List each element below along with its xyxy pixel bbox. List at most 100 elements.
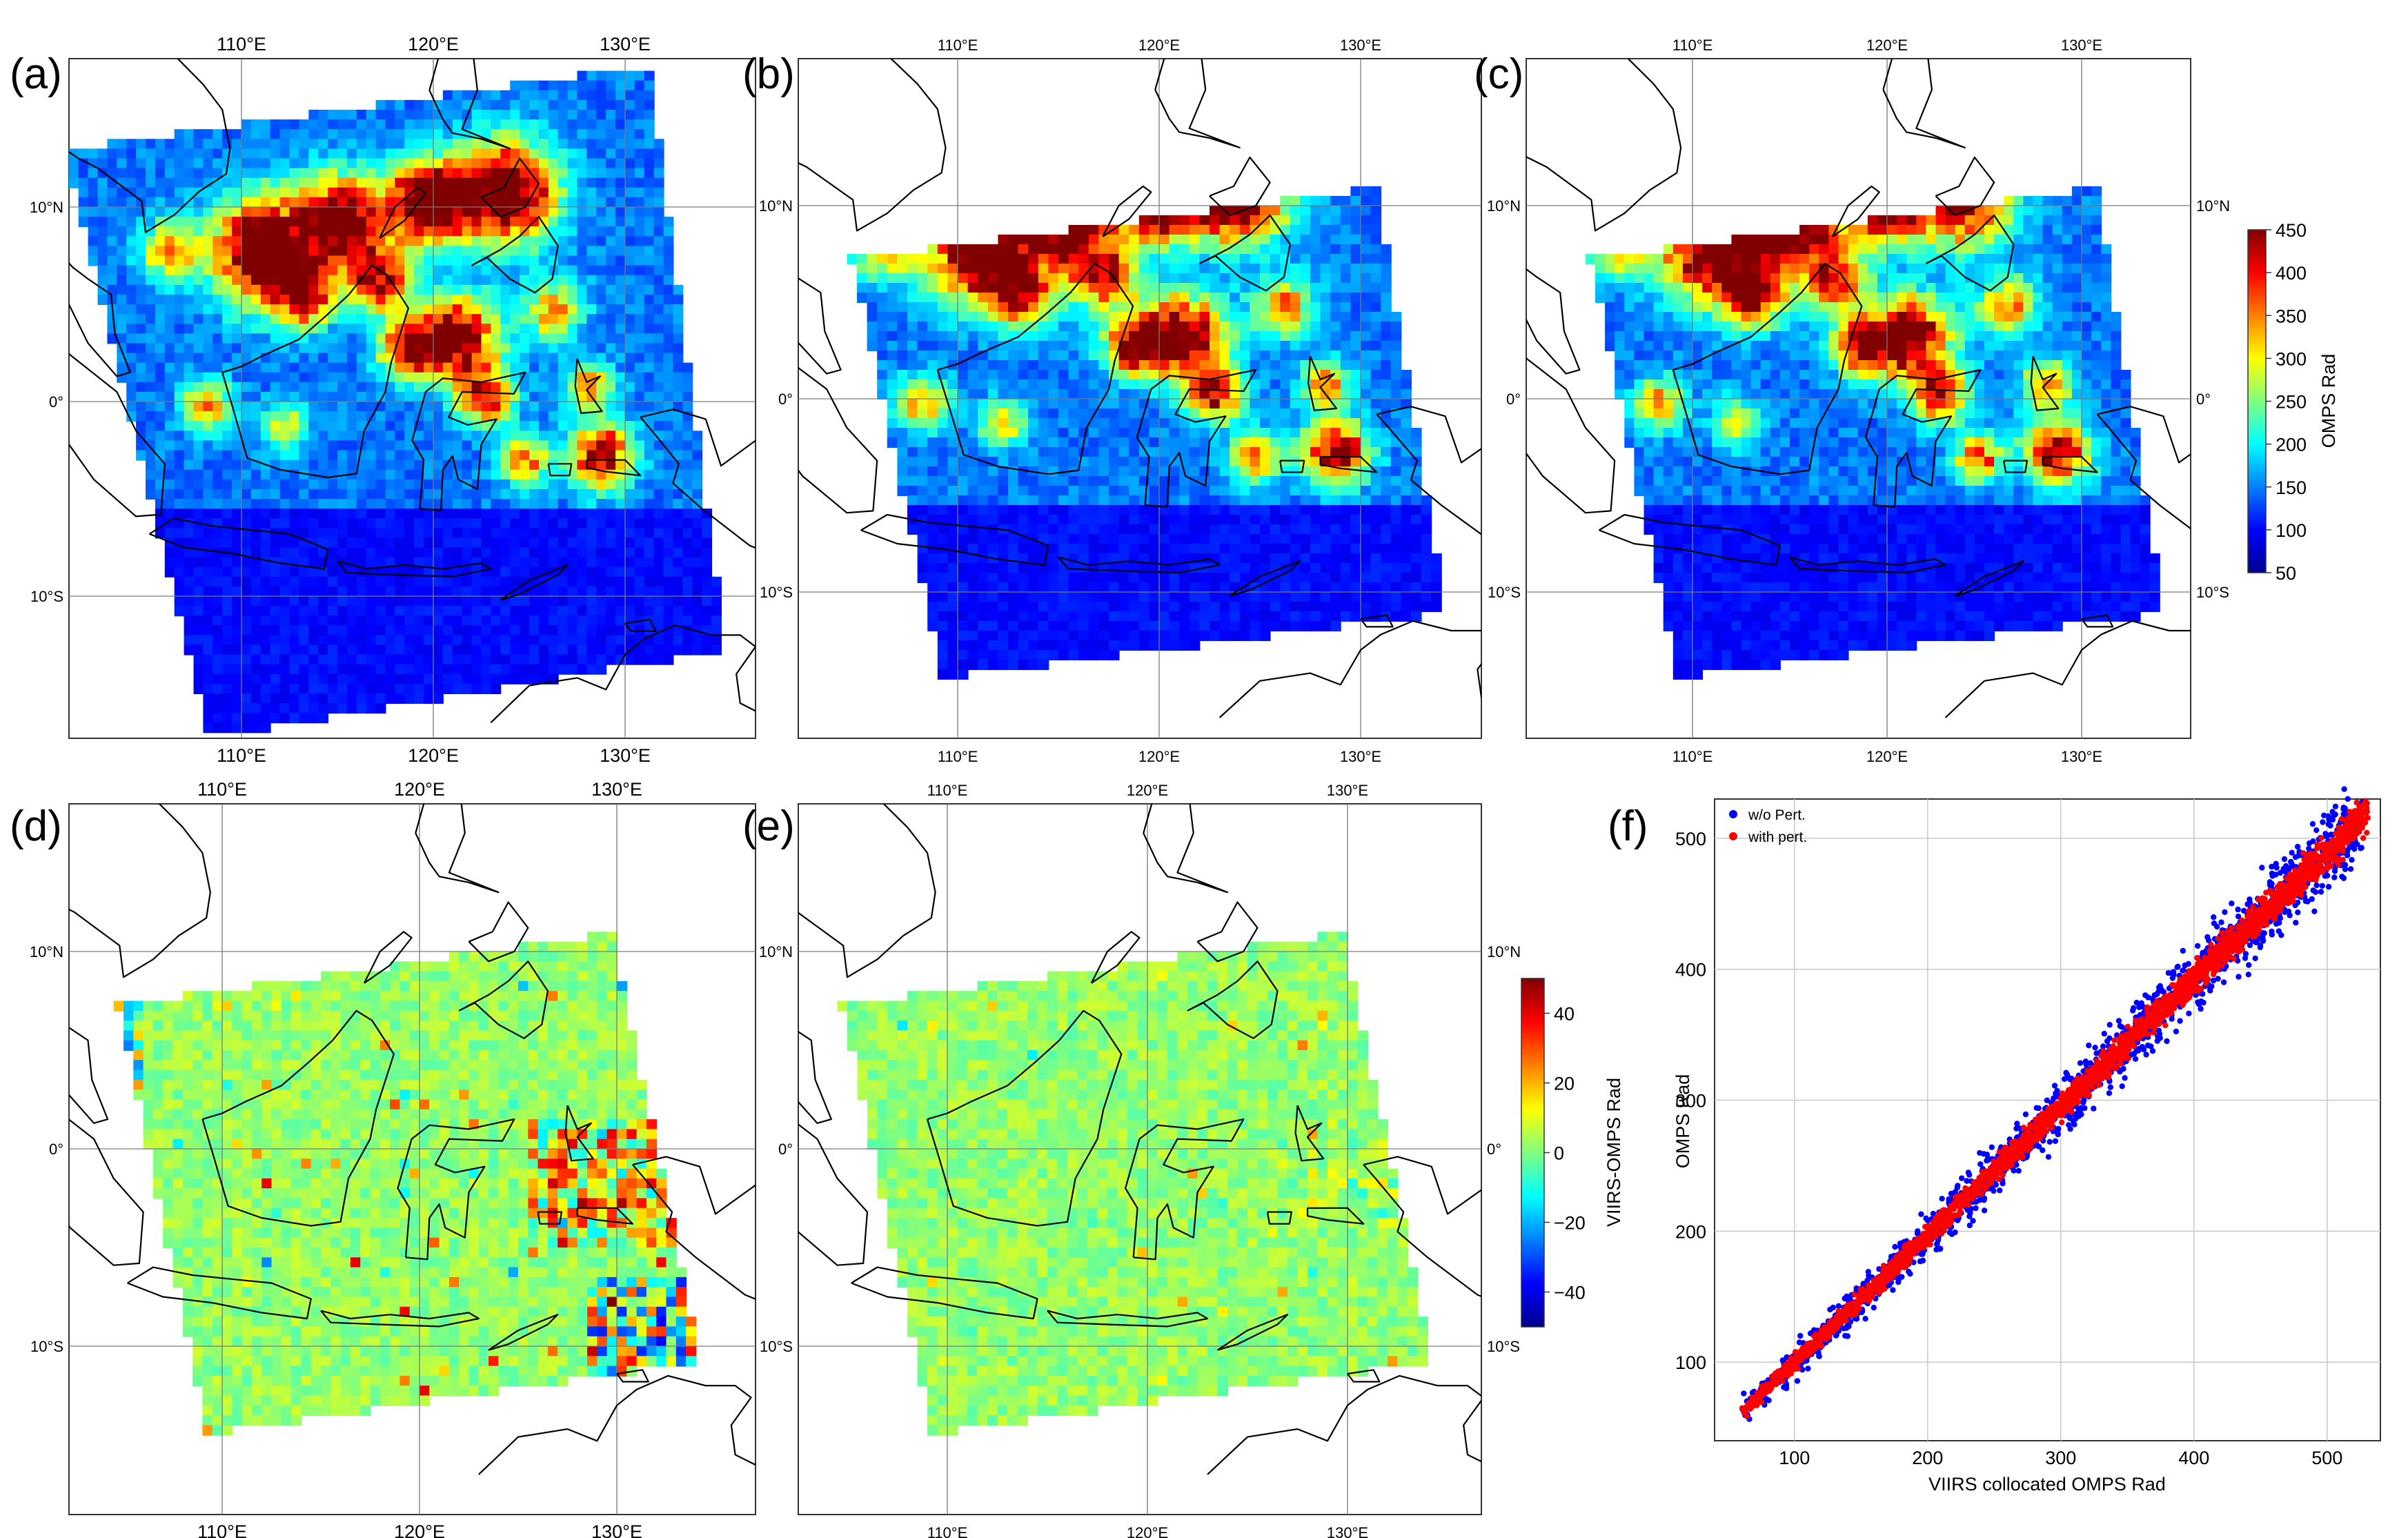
- field-cell: [299, 693, 310, 704]
- field-cell: [1078, 322, 1089, 332]
- field-cell: [1098, 322, 1109, 332]
- field-cell: [1219, 399, 1231, 409]
- field-cell: [337, 119, 348, 130]
- field-cell: [471, 576, 482, 587]
- field-cell: [529, 654, 540, 665]
- field-cell: [653, 499, 664, 510]
- field-cell: [203, 673, 214, 684]
- field-cell: [1361, 389, 1372, 400]
- field-cell: [1210, 466, 1221, 477]
- field-cell: [193, 440, 204, 451]
- field-cell: [1008, 476, 1019, 486]
- field-cell: [644, 557, 655, 568]
- field-cell: [529, 372, 540, 383]
- field-cell: [644, 197, 655, 208]
- field-cell: [328, 362, 338, 373]
- field-cell: [337, 362, 348, 373]
- field-cell: [596, 197, 607, 208]
- field-cell: [328, 255, 338, 266]
- field-cell: [289, 294, 300, 305]
- field-cell: [1260, 293, 1271, 303]
- field-cell: [653, 450, 664, 461]
- field-cell: [596, 557, 607, 568]
- field-cell: [117, 275, 128, 286]
- field-cell: [289, 528, 300, 539]
- field-cell: [164, 284, 175, 295]
- field-cell: [97, 265, 108, 276]
- field-cell: [1310, 254, 1321, 264]
- field-cell: [907, 341, 918, 351]
- field-cell: [337, 129, 348, 140]
- field-cell: [500, 148, 511, 159]
- field-cell: [356, 411, 367, 422]
- field-cell: [1219, 264, 1231, 274]
- field-cell: [557, 382, 569, 393]
- field-cell: [500, 547, 511, 558]
- field-cell: [673, 372, 684, 383]
- field-cell: [203, 421, 214, 432]
- field-cell: [1290, 196, 1301, 206]
- field-cell: [184, 197, 195, 208]
- field-cell: [1210, 302, 1221, 313]
- field-cell: [673, 538, 684, 549]
- field-cell: [634, 479, 645, 490]
- field-cell: [279, 139, 290, 150]
- field-cell: [1230, 312, 1241, 322]
- field-cell: [1320, 235, 1332, 245]
- field-cell: [289, 265, 300, 276]
- field-cell: [947, 447, 958, 457]
- field-cell: [241, 314, 252, 325]
- field-cell: [1401, 428, 1412, 438]
- field-cell: [279, 411, 290, 422]
- field-cell: [184, 644, 195, 655]
- field-cell: [1350, 254, 1361, 264]
- field-cell: [356, 353, 367, 364]
- field-cell: [289, 625, 300, 636]
- field-cell: [433, 557, 444, 568]
- field-cell: [184, 469, 195, 480]
- field-cell: [491, 402, 502, 413]
- field-cell: [424, 450, 434, 461]
- field-cell: [414, 314, 425, 325]
- field-cell: [250, 324, 261, 335]
- field-cell: [442, 576, 453, 587]
- field-cell: [366, 304, 377, 315]
- field-cell: [1381, 399, 1392, 409]
- field-cell: [1390, 360, 1402, 371]
- field-cell: [433, 217, 444, 228]
- field-cell: [1230, 283, 1241, 293]
- field-cell: [222, 606, 233, 617]
- field-cell: [385, 509, 396, 520]
- field-cell: [1370, 351, 1382, 361]
- field-cell: [917, 408, 929, 419]
- field-cell: [404, 99, 415, 110]
- field-cell: [250, 625, 261, 636]
- field-cell: [1250, 370, 1261, 380]
- field-cell: [1280, 273, 1291, 284]
- field-cell: [146, 207, 156, 218]
- field-cell: [213, 664, 224, 675]
- field-cell: [634, 168, 645, 179]
- field-cell: [356, 255, 367, 266]
- field-cell: [1068, 428, 1080, 438]
- field-cell: [471, 489, 482, 500]
- field-cell: [299, 304, 310, 315]
- field-cell: [424, 304, 434, 315]
- field-cell: [203, 129, 214, 140]
- field-cell: [452, 635, 463, 646]
- field-cell: [634, 596, 645, 607]
- field-cell: [663, 566, 674, 578]
- field-cell: [385, 479, 396, 490]
- field-cell: [1109, 312, 1120, 322]
- field-cell: [606, 110, 617, 121]
- field-cell: [232, 615, 242, 627]
- field-cell: [270, 275, 281, 286]
- field-cell: [857, 293, 868, 303]
- field-cell: [404, 255, 415, 266]
- field-cell: [548, 654, 559, 665]
- field-cell: [927, 244, 938, 255]
- field-cell: [927, 331, 938, 342]
- field-cell: [998, 235, 1009, 245]
- field-cell: [1149, 418, 1160, 428]
- field-cell: [442, 635, 453, 646]
